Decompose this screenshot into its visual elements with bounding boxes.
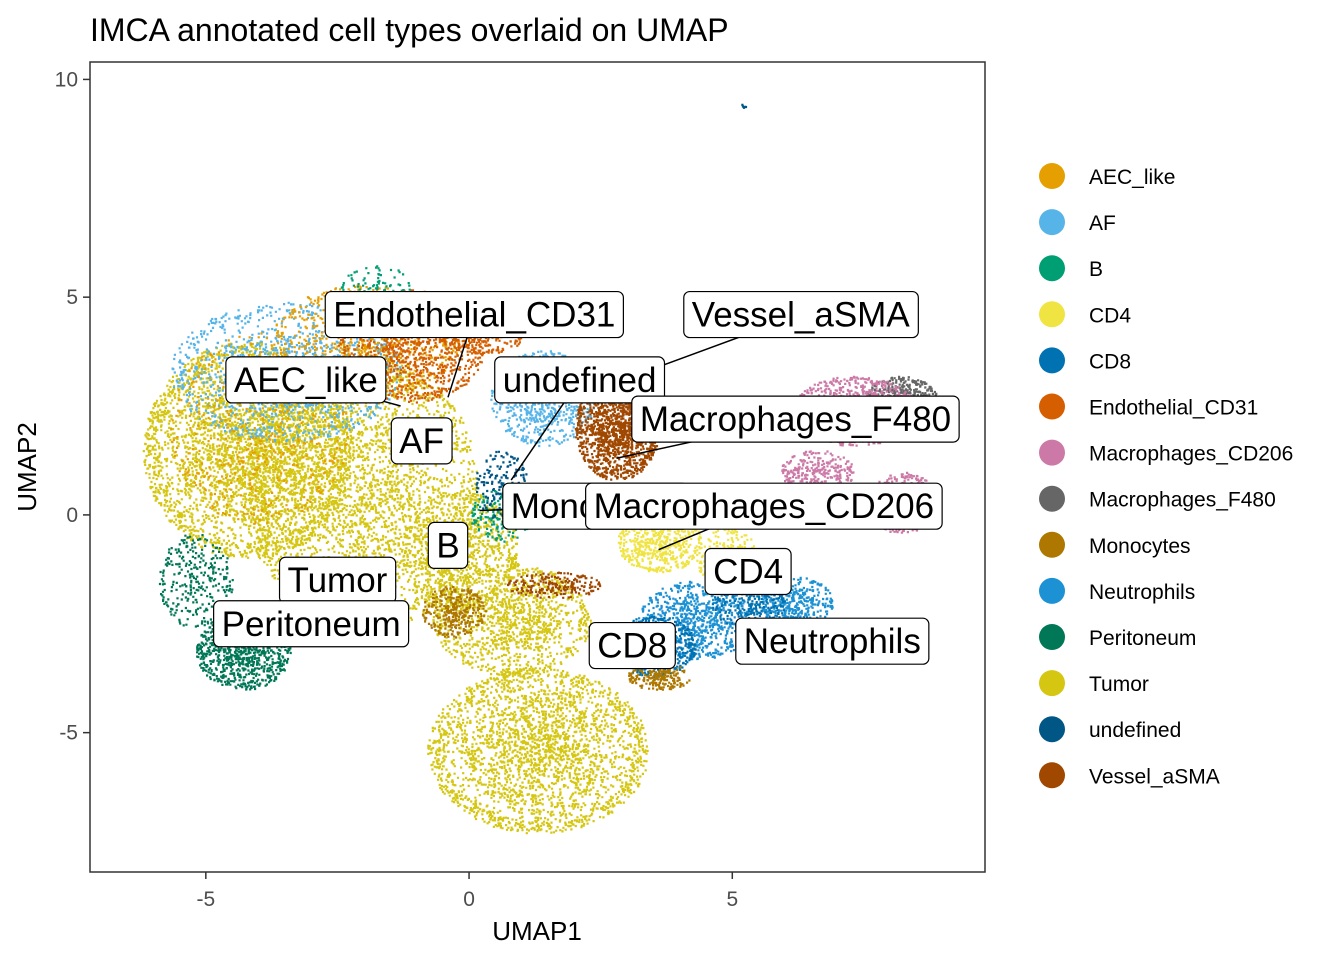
y-axis-ticks: -5 0 5 10 (55, 68, 90, 744)
legend-item-vessel-asma: Vessel_aSMA (1039, 762, 1220, 788)
label-text: AEC_like (234, 361, 378, 400)
label-text: undefined (503, 361, 657, 400)
y-tick-label: 5 (66, 286, 78, 309)
legend-swatch (1039, 578, 1065, 604)
label-text: Macrophages_CD206 (594, 487, 934, 526)
legend-swatch (1039, 624, 1065, 650)
y-tick-label: 10 (55, 68, 78, 91)
cluster-label-peritoneum: Peritoneum (214, 601, 409, 647)
legend-label: Tumor (1089, 673, 1149, 696)
cluster-label-aec-like: AEC_like (226, 357, 401, 406)
x-tick-label: 5 (726, 888, 738, 911)
legend-swatch (1039, 209, 1065, 235)
label-text: CD8 (597, 627, 667, 666)
legend-swatch (1039, 532, 1065, 558)
legend-label: CD4 (1089, 304, 1131, 327)
legend-item-endothelial-cd31: Endothelial_CD31 (1039, 394, 1258, 420)
scatter-points (143, 104, 940, 835)
y-tick-label: -5 (59, 722, 78, 745)
points-tumor-2 (427, 669, 649, 835)
legend-label: Macrophages_F480 (1089, 489, 1276, 512)
legend-item-undefined: undefined (1039, 716, 1181, 742)
legend-label: undefined (1089, 719, 1181, 742)
legend-item-macrophages-cd206: Macrophages_CD206 (1039, 440, 1293, 466)
label-text: Peritoneum (222, 605, 401, 644)
legend-swatch (1039, 347, 1065, 373)
chart-title: IMCA annotated cell types overlaid on UM… (90, 12, 729, 48)
cluster-label-vessel-asma: Vessel_aSMA (659, 292, 919, 367)
legend-label: Neutrophils (1089, 581, 1195, 604)
legend-swatch (1039, 486, 1065, 512)
legend-label: Endothelial_CD31 (1089, 397, 1258, 420)
legend-label: Vessel_aSMA (1089, 765, 1220, 788)
legend-item-aec-like: AEC_like (1039, 163, 1175, 189)
legend-swatch (1039, 716, 1065, 742)
legend-swatch (1039, 394, 1065, 420)
label-text: CD4 (713, 553, 783, 592)
y-tick-label: 0 (66, 504, 78, 527)
label-text: Endothelial_CD31 (333, 296, 615, 335)
legend-item-cd8: CD8 (1039, 347, 1131, 373)
y-axis-title: UMAP2 (12, 422, 42, 512)
legend-item-cd4: CD4 (1039, 301, 1131, 327)
cluster-label-tumor: Tumor (280, 557, 396, 603)
label-text: Tumor (288, 561, 388, 600)
x-axis-ticks: -5 0 5 (196, 872, 738, 911)
legend-item-b: B (1039, 255, 1103, 281)
legend-label: AF (1089, 212, 1116, 235)
legend-item-macrophages-f480: Macrophages_F480 (1039, 486, 1276, 512)
legend-swatch (1039, 301, 1065, 327)
label-text: B (436, 526, 459, 565)
label-text: AF (399, 422, 444, 461)
cluster-label-macrophages-cd206: Macrophages_CD206 (586, 483, 942, 550)
label-text: Vessel_aSMA (692, 296, 911, 335)
legend-swatch (1039, 163, 1065, 189)
legend-label: B (1089, 258, 1103, 281)
legend-item-tumor: Tumor (1039, 670, 1149, 696)
label-text: Neutrophils (744, 622, 921, 661)
legend-label: Monocytes (1089, 535, 1191, 558)
legend-item-af: AF (1039, 209, 1116, 235)
x-tick-label: -5 (196, 888, 215, 911)
cluster-label-b: B (428, 522, 467, 568)
label-text: Macrophages_F480 (640, 400, 951, 439)
points-undefined-30 (741, 104, 747, 109)
legend-label: Macrophages_CD206 (1089, 443, 1293, 466)
legend-label: CD8 (1089, 350, 1131, 373)
legend-swatch (1039, 255, 1065, 281)
x-axis-title: UMAP1 (492, 916, 582, 946)
cluster-label-cd4: CD4 (705, 549, 791, 595)
cluster-label-af: AF (391, 418, 452, 464)
legend-swatch (1039, 670, 1065, 696)
legend-label: AEC_like (1089, 166, 1175, 189)
cluster-label-macrophages-f480: Macrophages_F480 (616, 396, 959, 458)
legend-swatch (1039, 762, 1065, 788)
legend-swatch (1039, 440, 1065, 466)
x-tick-label: 0 (463, 888, 475, 911)
legend-item-monocytes: Monocytes (1039, 532, 1191, 558)
legend-item-neutrophils: Neutrophils (1039, 578, 1195, 604)
cluster-label-neutrophils: Neutrophils (736, 618, 929, 664)
legend: AEC_like AF B CD4 CD8 Endothelial_CD31 Macroph… (1039, 163, 1293, 788)
legend-label: Peritoneum (1089, 627, 1196, 650)
legend-item-peritoneum: Peritoneum (1039, 624, 1196, 650)
cluster-label-cd8: CD8 (589, 623, 675, 669)
